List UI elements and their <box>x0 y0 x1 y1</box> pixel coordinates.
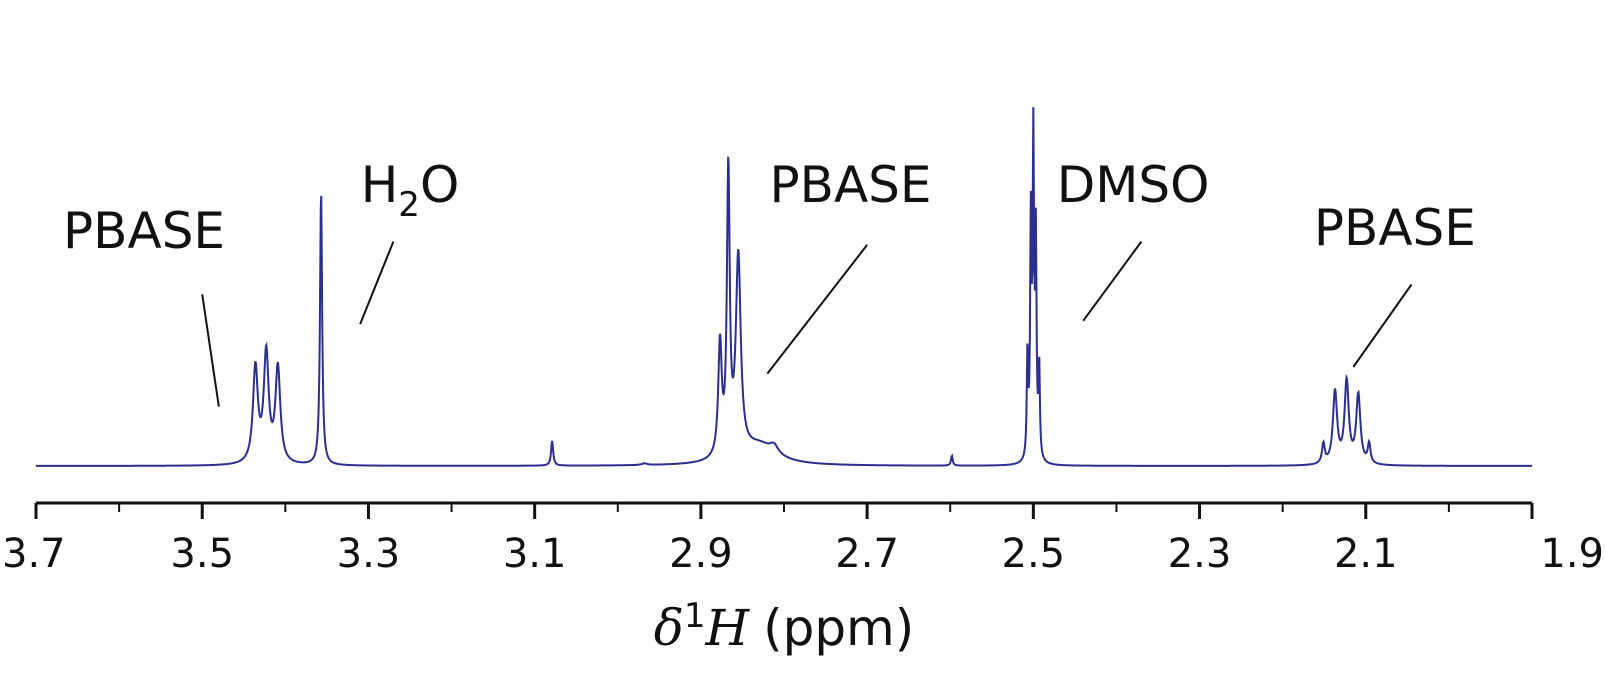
annotation-leader-line <box>1352 283 1413 368</box>
x-axis-label-delta: δ <box>654 599 684 657</box>
x-tick-label: 2.1 <box>1334 531 1398 577</box>
annotation-pbase-3: PBASE <box>1314 199 1476 257</box>
annotation-leader-line <box>766 244 868 375</box>
annotation-dmso: DMSO <box>1057 156 1210 214</box>
x-axis: 3.7 3.5 3.3 3.1 2.9 2.7 2.5 2.3 2.1 1.9 <box>2 501 1604 577</box>
x-tick-label: 2.5 <box>1002 531 1066 577</box>
peak-annotations: PBASE H2O PBASE DMSO PBASE <box>63 156 1476 407</box>
x-tick-label: 3.5 <box>170 531 234 577</box>
x-axis-label-nucleus: H <box>704 599 750 657</box>
x-tick-label: 2.7 <box>835 531 899 577</box>
annotation-leader-line <box>1082 241 1143 322</box>
x-axis-label-superscript: 1 <box>684 596 706 636</box>
x-tick-label: 3.7 <box>2 531 66 577</box>
annotation-leader-line <box>201 294 220 407</box>
x-axis-label-unit: (ppm) <box>763 599 914 657</box>
x-tick-label: 1.9 <box>1540 531 1604 577</box>
x-tick-label: 3.3 <box>337 531 401 577</box>
annotation-leader-line <box>359 241 395 325</box>
x-tick-label: 3.1 <box>503 531 567 577</box>
spectrum-line <box>36 107 1532 467</box>
annotation-pbase-2: PBASE <box>769 156 931 214</box>
x-tick-label: 2.9 <box>669 531 733 577</box>
x-tick-label: 2.3 <box>1168 531 1232 577</box>
x-axis-label: δ1H (ppm) <box>654 596 915 657</box>
annotation-pbase-1: PBASE <box>63 202 225 260</box>
annotation-h2o: H2O <box>361 156 460 225</box>
